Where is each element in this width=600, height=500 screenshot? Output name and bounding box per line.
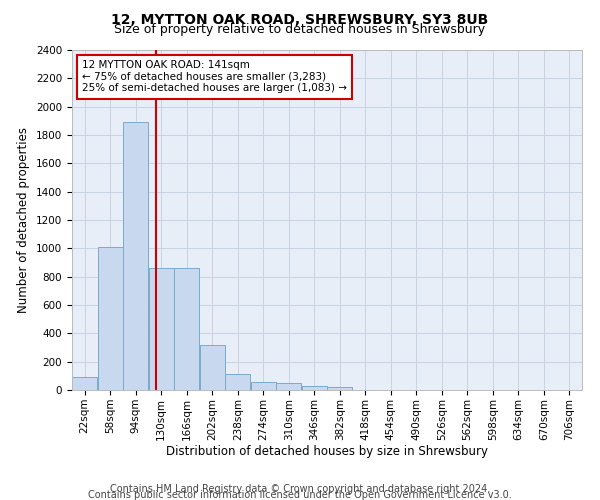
Text: 12, MYTTON OAK ROAD, SHREWSBURY, SY3 8UB: 12, MYTTON OAK ROAD, SHREWSBURY, SY3 8UB	[112, 12, 488, 26]
Text: Size of property relative to detached houses in Shrewsbury: Size of property relative to detached ho…	[115, 22, 485, 36]
Bar	[98, 247, 123, 390]
Text: 12 MYTTON OAK ROAD: 141sqm
← 75% of detached houses are smaller (3,283)
25% of s: 12 MYTTON OAK ROAD: 141sqm ← 75% of deta…	[82, 60, 347, 94]
Bar	[200, 346, 225, 390]
Text: Contains HM Land Registry data © Crown copyright and database right 2024.: Contains HM Land Registry data © Crown c…	[110, 484, 490, 494]
Text: Contains public sector information licensed under the Open Government Licence v3: Contains public sector information licen…	[88, 490, 512, 500]
Y-axis label: Number of detached properties: Number of detached properties	[17, 127, 31, 313]
Bar	[149, 268, 174, 390]
Bar	[123, 122, 148, 390]
Bar	[225, 374, 250, 390]
Bar	[302, 386, 327, 390]
Bar	[72, 376, 97, 390]
Bar	[251, 382, 276, 390]
Bar	[174, 268, 199, 390]
Bar	[276, 383, 301, 390]
X-axis label: Distribution of detached houses by size in Shrewsbury: Distribution of detached houses by size …	[166, 446, 488, 458]
Bar	[327, 387, 352, 390]
